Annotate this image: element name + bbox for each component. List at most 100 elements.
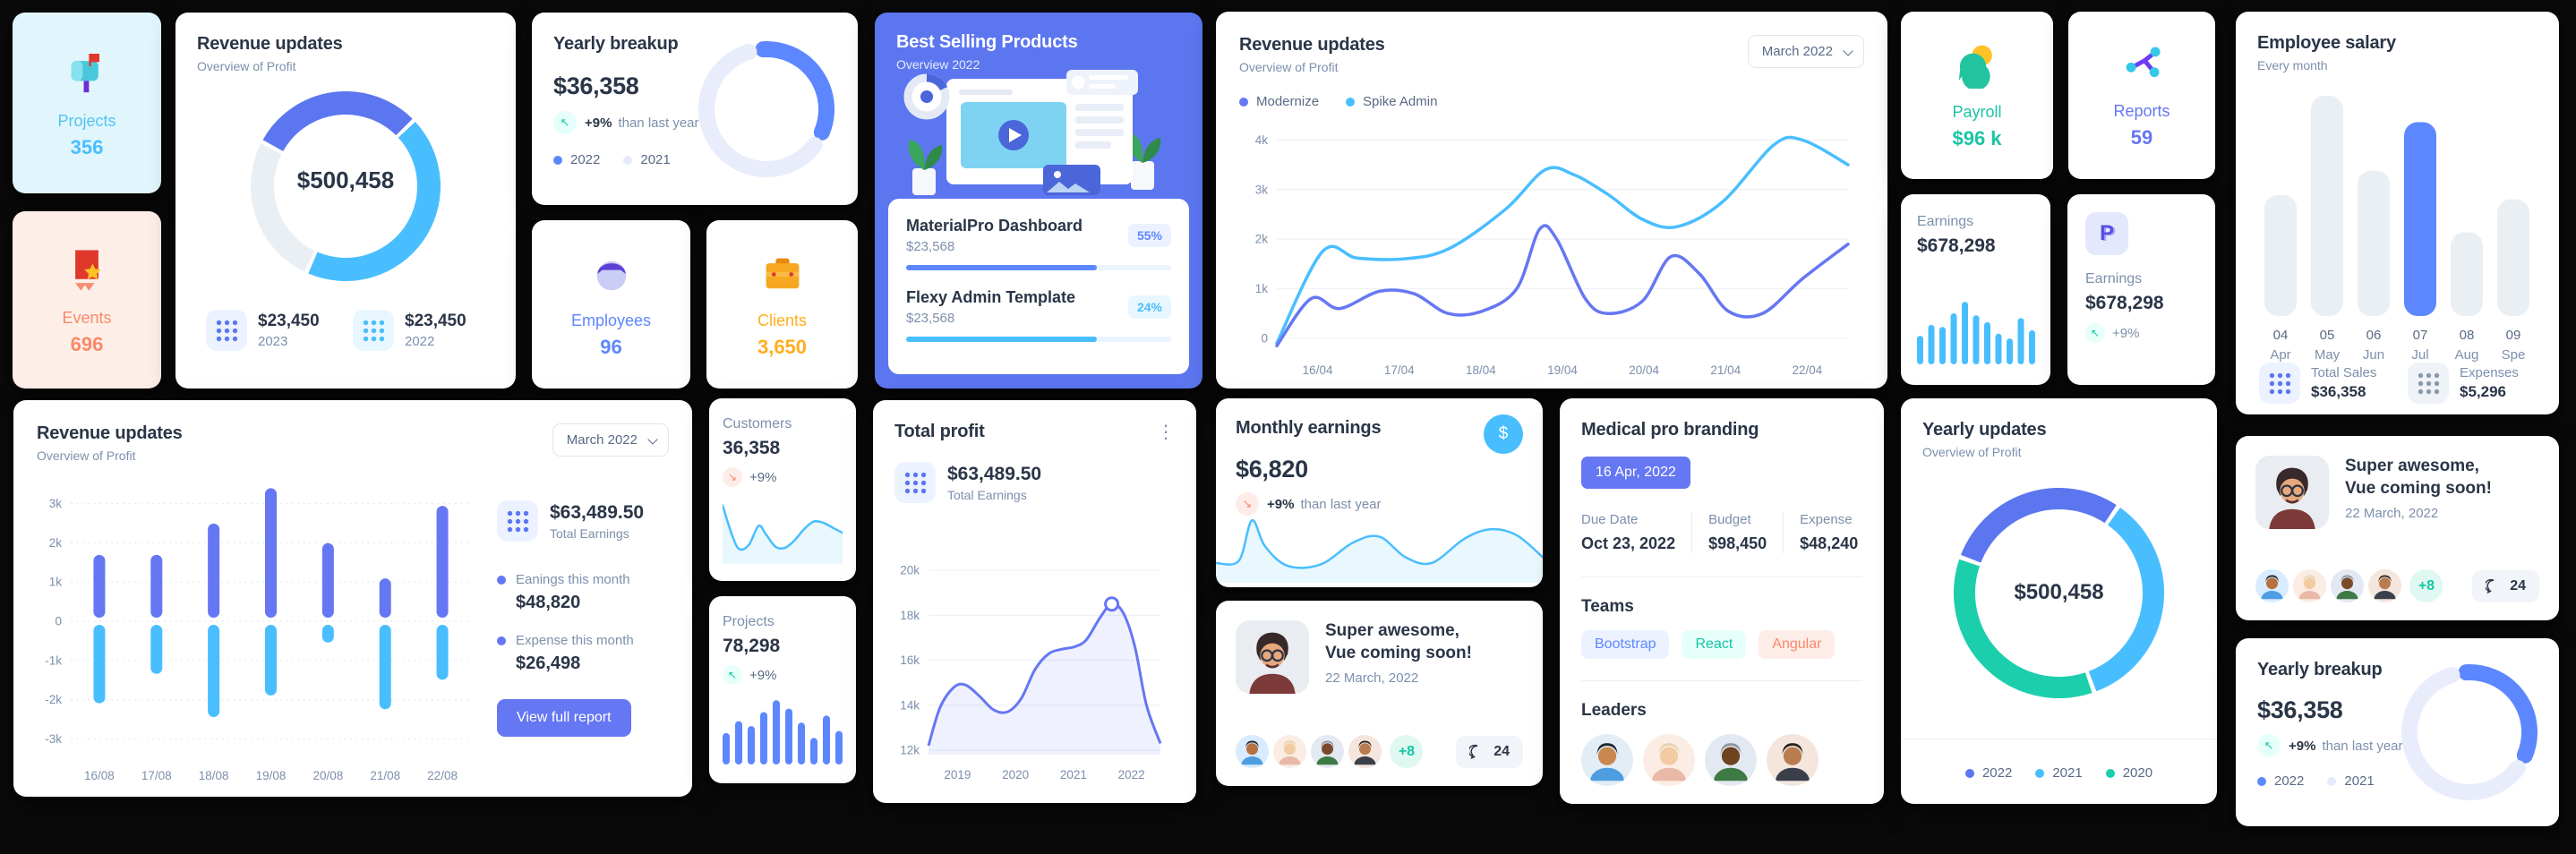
yearly-breakup-donut bbox=[698, 41, 834, 182]
revenue-bars-card: Revenue updates Overview of Profit March… bbox=[13, 400, 692, 797]
progress-fill bbox=[906, 265, 1098, 270]
svg-text:19/08: 19/08 bbox=[256, 769, 287, 782]
comment-icon bbox=[1469, 744, 1478, 759]
clients-card[interactable]: Clients 3,650 bbox=[706, 220, 858, 389]
card-title: Revenue updates bbox=[1239, 35, 1385, 55]
customers-value: 36,358 bbox=[723, 438, 781, 458]
grid-dots-icon bbox=[206, 310, 247, 351]
total-profit-chart: 20k 18k 16k 14k 12k 2019 2020 2021 2022 bbox=[893, 542, 1175, 790]
month-select[interactable]: March 2022 bbox=[1747, 35, 1864, 68]
clients-value: 3,650 bbox=[757, 335, 808, 358]
month-select[interactable]: March 2022 bbox=[552, 423, 669, 457]
stat-year: 2023 bbox=[258, 334, 288, 349]
budget-field: Budget $98,450 bbox=[1692, 512, 1784, 553]
svg-text:-2k: -2k bbox=[45, 693, 62, 706]
card-title: Yearly updates bbox=[1922, 420, 2047, 440]
participant-avatars: +8 bbox=[2255, 569, 2443, 602]
revenue-line-card: Revenue updates Overview of Profit March… bbox=[1216, 12, 1887, 389]
legend-dot bbox=[2327, 776, 2337, 786]
best-selling-inner-card: MaterialPro Dashboard $23,568 55% Flexy … bbox=[888, 199, 1189, 374]
svg-text:22/04: 22/04 bbox=[1793, 363, 1823, 377]
avatar bbox=[2255, 569, 2289, 602]
projects-card[interactable]: Projects 356 bbox=[13, 13, 161, 193]
comments-pill[interactable]: 24 bbox=[2472, 569, 2539, 602]
events-label: Events bbox=[62, 308, 112, 327]
svg-text:-3k: -3k bbox=[45, 732, 62, 746]
svg-text:1k: 1k bbox=[1255, 282, 1269, 295]
employees-label: Employees bbox=[570, 311, 652, 329]
employees-card[interactable]: Employees 96 bbox=[532, 220, 690, 389]
grid-dots-icon bbox=[894, 462, 936, 503]
svg-text:19/04: 19/04 bbox=[1547, 363, 1578, 377]
svg-text:Apr: Apr bbox=[2270, 347, 2290, 363]
team-chip-bootstrap[interactable]: Bootstrap bbox=[1581, 630, 1670, 659]
progress-track bbox=[906, 265, 1171, 270]
svg-text:May: May bbox=[2315, 347, 2341, 363]
svg-text:3k: 3k bbox=[1255, 183, 1269, 196]
payroll-icon bbox=[1958, 45, 1992, 89]
kebab-menu-icon[interactable]: ⋮ bbox=[1157, 422, 1175, 442]
due-date-field: Due Date Oct 23, 2022 bbox=[1581, 512, 1693, 553]
customers-label: Customers bbox=[723, 416, 792, 431]
date-badge: 16 Apr, 2022 bbox=[1581, 457, 1690, 489]
legend-dot bbox=[2105, 768, 2115, 778]
svg-text:20/04: 20/04 bbox=[1629, 363, 1659, 377]
vue-post-card: Super awesome, Vue coming soon! 22 March… bbox=[2236, 436, 2559, 620]
customers-card: Customers 36,358 ↘ +9% bbox=[709, 398, 856, 581]
leaders-heading: Leaders bbox=[1581, 701, 1647, 720]
donut-center-value: $500,458 bbox=[2014, 580, 2104, 604]
svg-text:21/04: 21/04 bbox=[1710, 363, 1741, 377]
card-title: Revenue updates bbox=[197, 34, 343, 54]
medical-card: Medical pro branding 16 Apr, 2022 Due Da… bbox=[1560, 398, 1884, 804]
payroll-card[interactable]: Payroll $96 k bbox=[1901, 12, 2053, 179]
revenue-bars-summary: $63,489.50 Total Earnings Eanings this m… bbox=[497, 500, 680, 737]
svg-text:17/08: 17/08 bbox=[141, 769, 172, 782]
team-chip-angular[interactable]: Angular bbox=[1759, 630, 1836, 659]
arrow-up-left-icon: ↖ bbox=[723, 665, 742, 685]
donut-center-value: $500,458 bbox=[296, 167, 395, 193]
svg-text:2019: 2019 bbox=[944, 768, 971, 781]
yearly-breakup-donut bbox=[2401, 664, 2537, 805]
team-chip-react[interactable]: React bbox=[1682, 630, 1747, 659]
legend-modernize: Modernize bbox=[1239, 94, 1319, 109]
stat-year: 2022 bbox=[405, 334, 435, 349]
clients-label: Clients bbox=[757, 311, 808, 329]
post-date: 22 March, 2022 bbox=[2345, 506, 2439, 522]
comments-pill[interactable]: 24 bbox=[1456, 735, 1523, 768]
events-card[interactable]: Events 696 bbox=[13, 211, 161, 389]
post-title-line2: Vue coming soon! bbox=[1325, 643, 1472, 662]
svg-text:16/08: 16/08 bbox=[84, 769, 115, 782]
more-participants-badge: +8 bbox=[2409, 569, 2443, 602]
card-title: Best Selling Products bbox=[896, 32, 1078, 52]
avatar bbox=[1643, 734, 1695, 786]
view-full-report-button[interactable]: View full report bbox=[497, 699, 631, 737]
projects-label: Projects bbox=[57, 111, 116, 130]
card-subtitle: Overview 2022 bbox=[896, 57, 980, 72]
svg-text:Aug: Aug bbox=[2455, 347, 2479, 363]
delta-note: than last year bbox=[618, 115, 699, 131]
legend-2021: 2021 bbox=[2035, 765, 2083, 781]
card-subtitle: Overview of Profit bbox=[1922, 445, 2022, 459]
earnings-paypal-card: P Earnings $678,298 ↖ +9% bbox=[2067, 194, 2215, 385]
stat-label: Total Sales bbox=[2311, 365, 2377, 380]
delta-value: +9% bbox=[749, 667, 777, 683]
card-title: Yearly breakup bbox=[2257, 660, 2383, 679]
arrow-down-right-icon: ↘ bbox=[1236, 492, 1259, 516]
delta-value: +9% bbox=[585, 115, 612, 131]
avatar bbox=[1273, 735, 1306, 768]
svg-text:-1k: -1k bbox=[45, 653, 62, 667]
svg-text:2022: 2022 bbox=[1118, 768, 1145, 781]
paypal-icon: P bbox=[2085, 212, 2128, 255]
legend-2022: 2022 bbox=[2257, 773, 2304, 789]
post-title-line1: Super awesome, bbox=[1325, 621, 1459, 640]
payroll-value: $96 k bbox=[1952, 127, 2002, 149]
legend-dot bbox=[553, 155, 562, 165]
comment-icon bbox=[2486, 578, 2495, 594]
revenue-donut-chart bbox=[251, 91, 441, 286]
svg-text:Spe: Spe bbox=[2502, 347, 2526, 363]
reports-card[interactable]: Reports 59 bbox=[2068, 12, 2215, 179]
payroll-label: Payroll bbox=[1952, 103, 2002, 121]
avatar bbox=[1348, 735, 1382, 768]
stat-value: $5,296 bbox=[2460, 383, 2506, 400]
arrow-up-left-icon: ↖ bbox=[553, 111, 577, 134]
